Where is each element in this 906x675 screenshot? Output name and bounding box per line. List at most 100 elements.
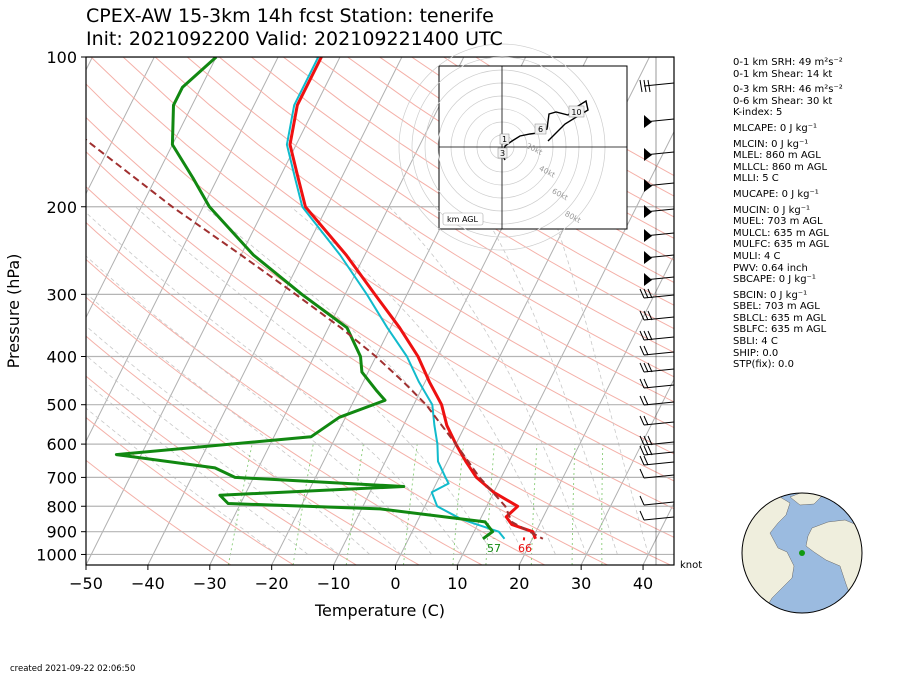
- wind-barb: [639, 79, 675, 93]
- dry-adiabat-line: [86, 221, 608, 565]
- index-muli: MULI: 4 C: [733, 250, 781, 262]
- index-srh03: 0-3 km SRH: 46 m²s⁻²: [733, 84, 843, 96]
- index-mulcl: MULCL: 635 m AGL: [733, 227, 829, 239]
- moist-adiabat-line: [388, 206, 587, 555]
- y-tick-label: 900: [46, 523, 77, 542]
- index-sbel: SBEL: 703 m AGL: [733, 301, 820, 313]
- svg-text:3: 3: [500, 149, 505, 158]
- wind-barb: [639, 362, 675, 373]
- dry-adiabat-line: [86, 416, 294, 565]
- isotherm-line: [86, 57, 341, 565]
- dry-adiabat-line: [86, 83, 674, 482]
- dry-adiabat-line: [86, 459, 232, 565]
- station-marker: [799, 550, 805, 556]
- y-axis: 100 200 300 400 500 600 700 800 900 1000: [36, 48, 86, 564]
- dewpoint-profile: [114, 57, 495, 541]
- wind-barb: [639, 495, 675, 506]
- x-tick-label: 30: [571, 574, 591, 593]
- dry-adiabat-line: [122, 57, 674, 429]
- index-stp: STP(fix): 0.0: [733, 359, 794, 371]
- svg-text:10: 10: [571, 108, 581, 117]
- isotherm-line: [86, 57, 155, 195]
- index-srh01: 0-1 km SRH: 49 m²s⁻²: [733, 57, 843, 68]
- x-tick-label: 20: [509, 574, 529, 593]
- dry-adiabat-line: [86, 116, 674, 510]
- index-sblcl: SBLCL: 635 m AGL: [733, 312, 827, 324]
- y-tick-label: 800: [46, 497, 77, 516]
- isotherm-line: [580, 378, 674, 565]
- wind-barb: [643, 251, 675, 264]
- mixing-ratio-line: [227, 444, 253, 565]
- profile-lines: [86, 57, 544, 541]
- isotherm-line: [86, 57, 217, 319]
- x-tick-label: −30: [193, 574, 227, 593]
- x-tick-label: −40: [131, 574, 165, 593]
- isotherm-line: [209, 57, 465, 565]
- wind-barb: [639, 510, 675, 521]
- wind-barb: [639, 395, 675, 406]
- mixing-ratio-line: [530, 444, 538, 565]
- x-tick-label: −10: [317, 574, 351, 593]
- wind-barb: [639, 415, 675, 426]
- isobar-lines: [86, 57, 674, 556]
- wind-barb: [639, 378, 675, 389]
- mixing-ratio-line: [485, 444, 495, 565]
- dry-adiabat-line: [315, 57, 674, 284]
- wind-unit-label: knot: [680, 560, 703, 571]
- x-tick-label: 0: [390, 574, 400, 593]
- index-sbcape: SBCAPE: 0 J kg⁻¹: [733, 274, 816, 286]
- y-tick-label: 1000: [36, 545, 77, 564]
- index-mlel: MLEL: 860 m AGL: [733, 150, 821, 162]
- x-tick-label: −50: [69, 574, 103, 593]
- index-shear01: 0-1 km Shear: 14 kt: [733, 68, 833, 80]
- mixing-ratio-line: [345, 444, 364, 565]
- moist-adiabat-line: [86, 211, 463, 555]
- wind-barb: [639, 435, 675, 446]
- x-axis: −50 −40 −30 −20 −10 0 10 20 30 40: [69, 565, 653, 593]
- wind-barb: [643, 179, 675, 192]
- dry-adiabat-line: [86, 296, 483, 565]
- y-tick-label: 500: [46, 396, 77, 415]
- created-timestamp: created 2021-09-22 02:06:50: [10, 664, 136, 674]
- chart-title-line1: CPEX-AW 15-3km 14h fcst Station: tenerif…: [86, 5, 494, 27]
- index-sblfc: SBLFC: 635 m AGL: [733, 324, 827, 336]
- y-tick-label: 700: [46, 468, 77, 487]
- wind-barbs: [639, 57, 675, 565]
- parcel-profile: [86, 138, 544, 540]
- wind-barb: [643, 273, 675, 286]
- wind-barb: [639, 288, 675, 299]
- index-mlli: MLLI: 5 C: [733, 173, 779, 185]
- dry-adiabat-line: [186, 57, 674, 378]
- dry-adiabat-line: [250, 57, 674, 330]
- wind-barb: [639, 468, 675, 479]
- background-lines: [86, 57, 674, 565]
- y-tick-label: 600: [46, 435, 77, 454]
- dry-adiabat-line: [86, 258, 545, 565]
- dry-adiabat-line: [282, 57, 674, 306]
- index-sbcin: SBCIN: 0 J kg⁻¹: [733, 289, 808, 301]
- svg-text:1: 1: [502, 135, 507, 144]
- mixing-ratio-line: [292, 444, 314, 565]
- y-tick-label: 300: [46, 285, 77, 304]
- dry-adiabat-line: [154, 57, 674, 403]
- svg-text:6: 6: [538, 125, 543, 134]
- wind-barb: [639, 445, 675, 456]
- moist-adiabat-line: [290, 206, 556, 555]
- plot-frame: [85, 56, 675, 566]
- mixing-ratio-line: [452, 444, 464, 565]
- wind-barb: [639, 345, 675, 356]
- index-ship: SHIP: 0.0: [733, 347, 779, 359]
- mixing-ratio-line: [403, 444, 418, 565]
- temperature-profile: [288, 57, 537, 540]
- dry-adiabat-line: [86, 186, 671, 565]
- index-kindex: K-index: 5: [733, 107, 783, 119]
- index-shear06: 0-6 km Shear: 30 kt: [733, 95, 833, 107]
- wind-barb: [639, 455, 675, 466]
- stability-indices: 0-1 km SRH: 49 m²s⁻² 0-1 km Shear: 14 kt…: [733, 57, 843, 371]
- index-mucin: MUCIN: 0 J kg⁻¹: [733, 204, 811, 216]
- isotherm-line: [147, 57, 403, 565]
- svg-text:km AGL: km AGL: [447, 215, 479, 224]
- wind-barb: [639, 310, 675, 321]
- y-tick-label: 200: [46, 198, 77, 217]
- index-pwv: PWV: 0.64 inch: [733, 262, 808, 274]
